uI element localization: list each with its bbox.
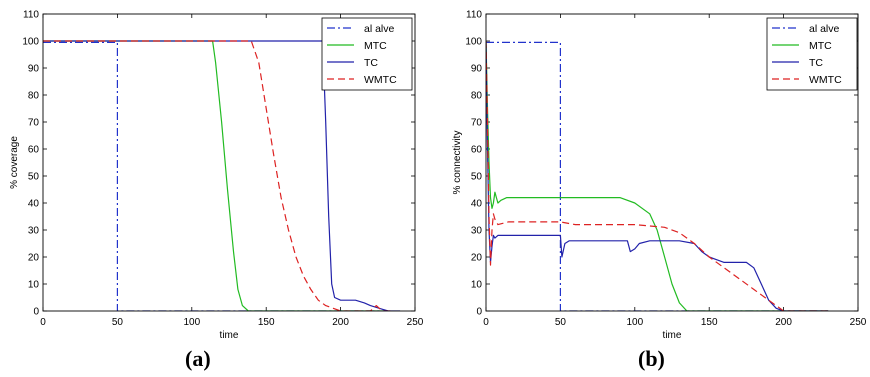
legend: al alve MTC TC WMTC [766,17,858,91]
legend-box [766,17,858,91]
y-tick-label: 30 [471,226,483,237]
y-tick-label: 110 [23,10,39,21]
x-tick-label: 100 [183,317,200,328]
chart-panel-b: 0 50 100 150 200 250 0 10 20 30 40 50 60 70 80 90 100 110… [452,10,867,342]
x-tick-label: 150 [258,317,275,328]
plot-frame [485,13,859,312]
y-tick-label: 30 [28,226,40,237]
y-tick-label: 0 [476,307,482,318]
y-tick-label: 60 [28,145,40,156]
x-tick-label: 0 [40,317,46,328]
y-tick-label: 80 [471,91,483,102]
y-axis-label: % coverage [9,136,20,189]
x-tick-label: 200 [775,317,792,328]
legend-label: WMTC [809,74,842,86]
x-tick-label: 250 [407,317,424,328]
series-line-al-alve [486,41,829,311]
series-line-tc [486,40,829,311]
y-tick-label: 10 [471,280,483,291]
y-tick-label: 20 [471,253,483,264]
series-line-al-alve [43,41,386,311]
y-tick-label: 90 [471,64,483,75]
y-tick-label: 80 [28,91,40,102]
legend-box [321,17,413,91]
series-line-mtc [43,40,386,311]
y-tick-label: 70 [471,118,483,129]
y-tick-label: 100 [465,37,482,48]
series-line-wmtc [486,40,829,311]
series-line-mtc [486,40,829,311]
y-tick-label: 60 [471,145,483,156]
y-tick-label: 40 [28,199,40,210]
x-axis-label: time [663,330,682,341]
y-axis-label: % connectivity [452,131,463,195]
legend-label: al alve [364,23,395,35]
y-tick-label: 0 [33,307,39,318]
series-line-wmtc [43,40,393,311]
series-group [486,40,829,311]
legend-label: al alve [809,23,840,35]
series-group [43,40,401,311]
y-tick-label: 110 [466,10,482,21]
x-tick-label: 50 [112,317,124,328]
y-tick-label: 20 [28,253,40,264]
x-axis-label: time [220,330,239,341]
chart-panel-a: 0 50 100 150 200 250 0 10 20 30 40 50 60 70 80 90 100 110… [9,10,424,342]
y-tick-label: 10 [28,280,40,291]
y-tick-label: 50 [28,172,40,183]
x-tick-label: 100 [626,317,643,328]
y-tick-label: 40 [471,199,483,210]
x-tick-label: 0 [483,317,489,328]
y-tick-label: 100 [22,37,39,48]
x-tick-label: 200 [332,317,349,328]
legend-label: TC [809,57,823,69]
legend-label: MTC [809,40,832,52]
y-tick-label: 50 [471,172,483,183]
x-tick-label: 250 [850,317,867,328]
panel-b-caption: (b) [638,346,665,371]
panel-a-caption: (a) [185,346,211,371]
plot-frame [42,13,416,312]
legend-label: MTC [364,40,387,52]
legend: al alve MTC TC WMTC [321,17,413,91]
y-tick-label: 70 [28,118,40,129]
y-tick-label: 90 [28,64,40,75]
legend-label: WMTC [364,74,397,86]
x-tick-label: 50 [555,317,567,328]
x-tick-label: 150 [701,317,718,328]
legend-label: TC [364,57,378,69]
